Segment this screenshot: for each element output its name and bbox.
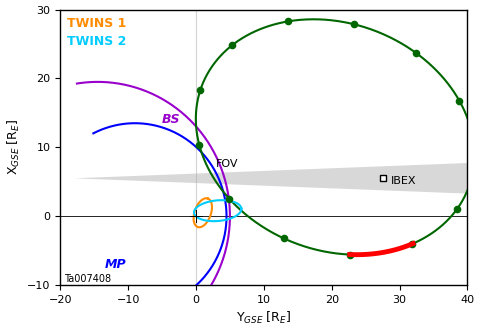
Text: TWINS 1: TWINS 1 [67, 17, 126, 30]
Text: IBEX: IBEX [391, 176, 416, 186]
X-axis label: Y$_{GSE}$ [R$_E$]: Y$_{GSE}$ [R$_E$] [236, 310, 291, 326]
Point [195, 142, 203, 148]
Point [408, 241, 416, 247]
Point [280, 236, 288, 241]
Point [228, 42, 236, 48]
Point [350, 22, 358, 27]
Y-axis label: X$_{GSE}$ [R$_E$]: X$_{GSE}$ [R$_E$] [6, 120, 22, 175]
Point [456, 98, 463, 104]
Point [197, 87, 204, 92]
Text: MP: MP [105, 258, 126, 271]
Point [226, 196, 233, 202]
Point [346, 252, 353, 257]
Point [470, 154, 478, 160]
Text: BS: BS [162, 113, 180, 126]
Text: FOV: FOV [216, 159, 239, 169]
Point [412, 50, 420, 56]
Text: TWINS 2: TWINS 2 [67, 36, 126, 48]
Point [284, 19, 292, 24]
Point [454, 206, 461, 211]
Text: Ta007408: Ta007408 [64, 274, 111, 284]
Polygon shape [74, 162, 480, 194]
